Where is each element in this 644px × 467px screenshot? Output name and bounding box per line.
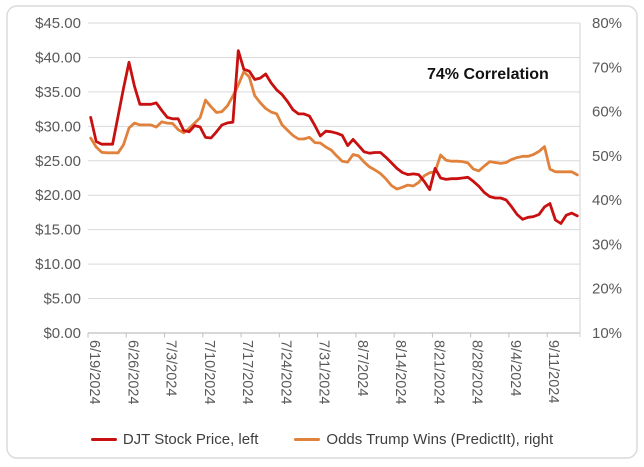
odds-line-swatch-icon <box>294 437 321 442</box>
x-axis-tick-label: 8/28/2024 <box>469 340 485 405</box>
x-axis-tick-label: 6/26/2024 <box>124 340 140 405</box>
djt-line-swatch-icon <box>90 437 117 442</box>
right-axis-tick-label: 50% <box>592 148 622 165</box>
x-axis-labels: 6/19/2024 6/26/2024 7/3/2024 7/10/2024 7/17/… <box>86 333 561 405</box>
x-axis-tick-label: 7/17/2024 <box>239 340 255 405</box>
legend-label-djt: DJT Stock Price, left <box>122 431 259 448</box>
gridlines <box>88 22 580 334</box>
correlation-annotation: 74% Correlation <box>427 66 549 83</box>
x-axis-tick-label: 8/7/2024 <box>354 340 370 396</box>
chart-border <box>6 5 638 459</box>
x-axis-tick-label: 7/10/2024 <box>201 340 217 405</box>
left-axis-tick-label: $35.00 <box>35 84 81 101</box>
x-axis-tick-label: 6/19/2024 <box>86 340 102 405</box>
x-axis-tick-label: 8/21/2024 <box>430 340 446 405</box>
x-axis-tick-label: 7/31/2024 <box>316 340 332 405</box>
right-axis-tick-label: 30% <box>592 236 622 253</box>
right-axis-tick-label: 80% <box>592 15 622 32</box>
legend-item-trump-odds[interactable]: Odds Trump Wins (PredictIt), right <box>294 431 553 448</box>
x-axis-tick-label: 9/4/2024 <box>507 340 523 396</box>
left-axis-tick-label: $15.00 <box>35 222 81 239</box>
left-axis-tick-label: $45.00 <box>35 15 81 32</box>
right-axis-tick-label: 10% <box>592 325 622 342</box>
right-axis-tick-label: 60% <box>592 104 622 121</box>
legend-label-odds: Odds Trump Wins (PredictIt), right <box>326 431 554 448</box>
right-axis-tick-label: 70% <box>592 59 622 76</box>
left-axis-tick-label: $30.00 <box>35 118 81 135</box>
x-axis-tick-label: 7/3/2024 <box>163 340 179 396</box>
trump-odds-line <box>89 70 579 191</box>
legend-item-djt-stock[interactable]: DJT Stock Price, left <box>90 431 259 448</box>
left-axis-tick-label: $10.00 <box>35 256 81 273</box>
left-axis-tick-label: $25.00 <box>35 153 81 170</box>
left-axis-tick-label: $20.00 <box>35 187 81 204</box>
x-axis-tick-label: 7/24/2024 <box>277 340 293 405</box>
x-axis-tick-label: 9/11/2024 <box>545 340 561 403</box>
right-axis-tick-label: 20% <box>592 281 622 298</box>
left-axis-tick-label: $5.00 <box>43 291 81 308</box>
djt-stock-price-line <box>89 49 579 225</box>
left-axis-labels: $0.00 $5.00 $10.00 $15.00 $20.00 $25.00 $30.00… <box>35 15 81 342</box>
right-axis-labels: 10% 20% 30% 40% 50% 60% 70% 80% <box>592 15 622 342</box>
left-axis-tick-label: $0.00 <box>43 325 81 342</box>
left-axis-tick-label: $40.00 <box>35 49 81 66</box>
right-axis-tick-label: 40% <box>592 192 622 209</box>
legend: DJT Stock Price, left Odds Trump Wins (P… <box>0 431 644 448</box>
x-axis-tick-label: 8/14/2024 <box>392 340 408 405</box>
